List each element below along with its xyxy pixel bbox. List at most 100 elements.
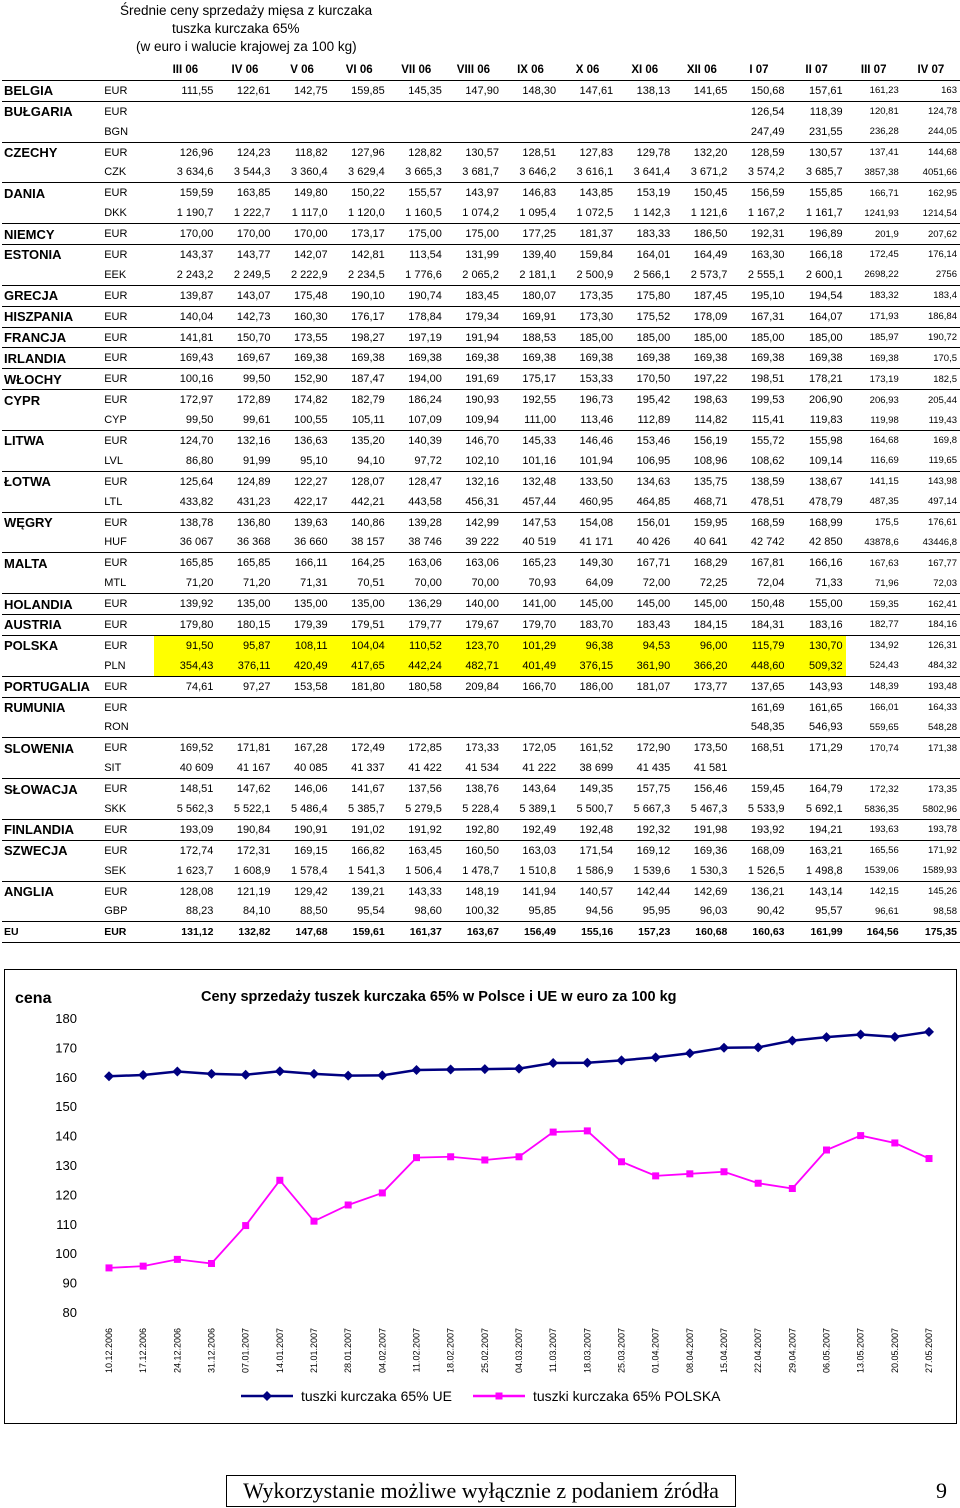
x-tick-label: 08.04.2007 bbox=[685, 1328, 695, 1373]
value-cell: 141,65 bbox=[673, 80, 731, 102]
data-point bbox=[719, 1042, 729, 1053]
data-point bbox=[172, 1066, 183, 1077]
data-point bbox=[378, 1189, 386, 1197]
value-cell: 164,56 bbox=[845, 921, 902, 944]
value-cell: 170,00 bbox=[273, 223, 331, 246]
value-cell: 142,07 bbox=[293, 248, 328, 261]
table-row: IRLANDIA EUR 169,43 169,67 169,38 169,38 169,3… bbox=[2, 347, 960, 370]
value-cell: 169,38 bbox=[730, 347, 788, 370]
value-cell: 192,31 bbox=[730, 223, 788, 246]
value-cell: 36 368 bbox=[216, 532, 274, 554]
value-cell: 167,77 bbox=[927, 557, 957, 569]
currency-cell: HUF bbox=[102, 532, 155, 554]
country-cell: SLOWENIA bbox=[4, 740, 75, 756]
value-cell: 139,63 bbox=[293, 516, 328, 529]
value-cell: 247,49 bbox=[730, 121, 788, 143]
value-cell: 70,00 bbox=[387, 573, 445, 595]
value-cell: 175,35 bbox=[901, 921, 960, 944]
x-tick-label: 11.03.2007 bbox=[548, 1328, 558, 1372]
value-cell: 185,00 bbox=[559, 327, 617, 349]
value-cell: 138,67 bbox=[808, 475, 843, 488]
value-cell: 244,05 bbox=[901, 121, 960, 143]
value-cell: 138,13 bbox=[616, 80, 674, 102]
value-cell: 1 608,9 bbox=[216, 860, 274, 882]
country-cell: CYPR bbox=[4, 392, 41, 408]
value-cell: 431,23 bbox=[216, 491, 274, 513]
x-tick-label: 22.04.2007 bbox=[753, 1328, 763, 1373]
value-cell: 145,33 bbox=[522, 434, 557, 447]
value-cell: 147,53 bbox=[522, 516, 557, 529]
value-cell: 40 609 bbox=[154, 758, 217, 780]
value-cell: 464,85 bbox=[616, 491, 674, 513]
value-cell: 443,58 bbox=[387, 491, 445, 513]
value-cell: 192,32 bbox=[616, 819, 674, 841]
data-point bbox=[855, 1029, 866, 1040]
value-cell: 178,84 bbox=[387, 306, 445, 328]
value-cell: 112,89 bbox=[616, 410, 674, 432]
currency-cell: EUR bbox=[104, 783, 128, 796]
value-cell: 143,85 bbox=[579, 187, 614, 200]
value-cell: 38 699 bbox=[559, 758, 617, 780]
value-cell: 1 117,0 bbox=[273, 203, 331, 225]
value-cell: 111,55 bbox=[154, 80, 217, 102]
country-cell: SZWECJA bbox=[4, 843, 68, 859]
value-cell: 1 498,8 bbox=[787, 860, 846, 882]
table-row: POLSKA EUR 91,50 95,87 108,11 104,04 110,52 123… bbox=[2, 635, 960, 656]
value-cell: 105,11 bbox=[330, 410, 388, 432]
value-cell: 5 279,5 bbox=[387, 799, 445, 820]
value-cell: 183,45 bbox=[444, 285, 502, 307]
value-cell: 113,54 bbox=[409, 248, 442, 261]
value-cell: 156,01 bbox=[636, 516, 671, 529]
value-cell: 159,84 bbox=[579, 248, 614, 261]
value-cell: 172,05 bbox=[522, 742, 557, 755]
data-point bbox=[549, 1128, 557, 1136]
value-cell: 201,9 bbox=[845, 223, 902, 246]
value-cell: 100,32 bbox=[444, 901, 502, 923]
value-cell: 175,5 bbox=[874, 517, 899, 529]
value-cell: 135,00 bbox=[330, 593, 388, 616]
data-point bbox=[515, 1153, 523, 1161]
value-cell: 99,50 bbox=[154, 410, 217, 432]
value-cell: 96,03 bbox=[673, 901, 731, 923]
value-cell: 41 534 bbox=[444, 758, 502, 780]
value-cell bbox=[673, 121, 731, 143]
value-cell: 3857,38 bbox=[845, 162, 902, 184]
value-cell: 72,03 bbox=[901, 573, 960, 595]
value-cell: 145,26 bbox=[927, 886, 957, 898]
value-cell: 169,36 bbox=[693, 844, 728, 857]
month-header: III 07 bbox=[845, 60, 902, 81]
value-cell: 121,19 bbox=[236, 885, 271, 898]
value-cell: 140,57 bbox=[579, 885, 614, 898]
value-cell: 169,43 bbox=[154, 347, 217, 370]
value-cell: 167,28 bbox=[293, 742, 328, 755]
value-cell: 2 573,7 bbox=[673, 264, 731, 286]
currency-cell: EUR bbox=[102, 306, 155, 328]
value-cell: 40 519 bbox=[501, 532, 560, 554]
country-cell: IRLANDIA bbox=[2, 347, 103, 370]
value-cell: 191,69 bbox=[444, 368, 502, 391]
x-tick-label: 29.04.2007 bbox=[787, 1328, 797, 1373]
value-cell bbox=[154, 101, 216, 121]
value-cell: 199,53 bbox=[750, 394, 785, 407]
currency-cell: LTL bbox=[102, 491, 155, 513]
value-cell: 169,38 bbox=[444, 347, 502, 370]
value-cell: 71,33 bbox=[787, 573, 846, 595]
month-header: V 06 bbox=[273, 60, 331, 81]
value-cell: 163,85 bbox=[236, 187, 271, 200]
currency-cell: EUR bbox=[102, 676, 155, 698]
value-cell: 166,70 bbox=[501, 676, 560, 698]
country-cell: HOLANDIA bbox=[2, 593, 103, 616]
value-cell: 2756 bbox=[901, 264, 960, 286]
table-row: MALTA EUR 165,85 165,85 166,11 164,25 163,06 16… bbox=[2, 553, 960, 573]
y-tick-label: 160 bbox=[55, 1070, 77, 1085]
value-cell: 109,94 bbox=[444, 410, 502, 432]
value-cell: 186,24 bbox=[408, 394, 442, 407]
value-cell: 167,81 bbox=[750, 557, 785, 570]
value-cell: 164,01 bbox=[636, 248, 671, 261]
x-tick-label: 04.03.2007 bbox=[514, 1328, 524, 1373]
value-cell: 139,28 bbox=[408, 516, 442, 529]
value-cell: 185,00 bbox=[787, 327, 846, 349]
month-header: X 06 bbox=[559, 60, 617, 81]
value-cell: 179,77 bbox=[387, 614, 445, 636]
value-cell: 97,27 bbox=[216, 676, 274, 698]
